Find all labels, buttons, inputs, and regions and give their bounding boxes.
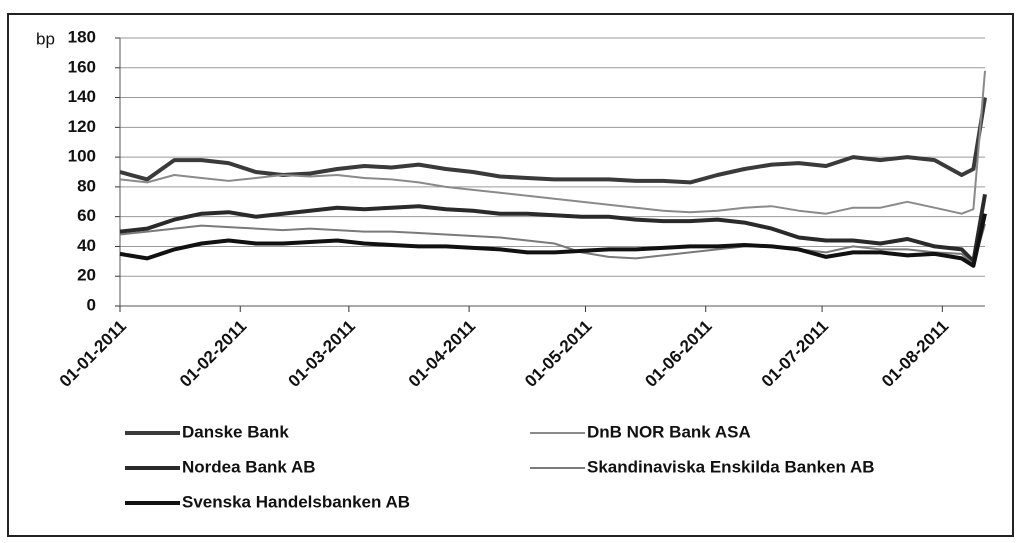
series-line: [119, 213, 987, 268]
series-line: [119, 70, 986, 215]
x-tick-label: 01-05-2011: [521, 317, 595, 391]
y-tick-label: 120: [68, 117, 96, 136]
y-tick-label: 40: [77, 236, 96, 255]
x-tick-label: 01-06-2011: [641, 317, 715, 391]
legend-label: Danske Bank: [182, 422, 289, 441]
y-tick-label: 80: [77, 176, 96, 195]
x-tick-label: 01-03-2011: [285, 317, 359, 391]
y-tick-label: 160: [68, 57, 96, 76]
x-tick-label: 01-04-2011: [405, 317, 479, 391]
x-tick-label: 01-08-2011: [878, 317, 952, 391]
y-tick-label: 20: [77, 266, 96, 285]
series-line: [119, 223, 986, 266]
y-tick-label: 60: [77, 206, 96, 225]
series-line: [119, 97, 987, 185]
y-tick-label: 100: [68, 147, 96, 166]
y-axis-label: bp: [36, 29, 55, 48]
y-tick-label: 0: [87, 295, 96, 314]
chart-frame: [7, 13, 1014, 537]
y-tick-label: 140: [68, 87, 96, 106]
legend-label: Skandinaviska Enskilda Banken AB: [587, 457, 875, 476]
legend-label: Nordea Bank AB: [182, 457, 316, 476]
legend-label: DnB NOR Bank ASA: [587, 422, 751, 441]
x-tick-label: 01-02-2011: [176, 317, 250, 391]
series-line: [119, 193, 987, 264]
x-tick-label: 01-07-2011: [758, 317, 832, 391]
legend-label: Svenska Handelsbanken AB: [182, 492, 410, 511]
y-tick-label: 180: [68, 27, 96, 46]
x-tick-label: 01-01-2011: [56, 317, 130, 391]
